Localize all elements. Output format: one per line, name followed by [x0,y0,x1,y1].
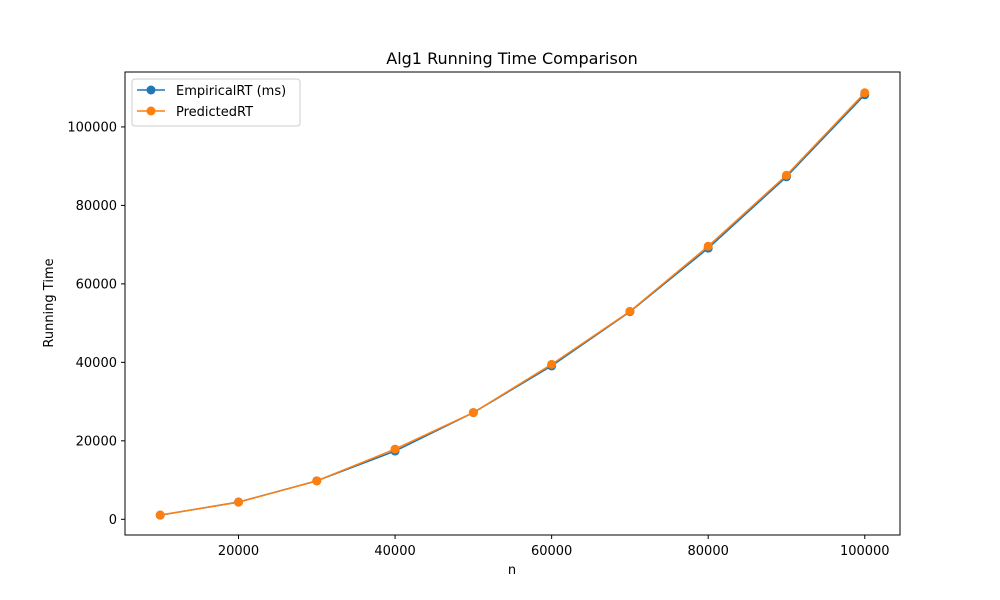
data-point [468,408,478,418]
legend-marker-empirical [146,85,156,95]
chart-title: Alg1 Running Time Comparison [386,49,638,68]
legend-marker-predicted [146,106,156,116]
y-axis-ticks: 0 20000 40000 60000 80000 100000 [67,120,125,528]
y-tick-label: 100000 [67,120,117,135]
y-tick-label: 0 [109,513,117,528]
y-tick-label: 60000 [76,277,117,292]
legend: EmpiricalRT (ms) PredictedRT [131,78,301,127]
data-point [155,510,165,520]
legend-label-predicted: PredictedRT [176,105,253,120]
legend-label-empirical: EmpiricalRT (ms) [176,84,286,99]
y-tick-label: 80000 [76,199,117,214]
x-axis-ticks: 20000 40000 60000 80000 100000 [218,535,890,559]
x-axis-label: n [508,563,516,578]
x-tick-label: 40000 [374,544,415,559]
plot-area: 20000 40000 60000 80000 100000 0 20000 40000 60… [67,71,901,559]
x-tick-label: 60000 [531,544,572,559]
y-tick-label: 40000 [76,356,117,371]
x-tick-label: 20000 [218,544,259,559]
x-tick-label: 100000 [840,544,890,559]
data-point [234,497,244,507]
data-point [625,306,635,316]
data-point [703,241,713,251]
axes-frame [124,71,901,536]
series-layer [155,88,870,520]
x-tick-label: 80000 [688,544,729,559]
data-point [781,170,791,180]
data-point [547,359,557,369]
y-axis-label: Running Time [42,258,57,347]
legend-box [131,78,301,127]
data-point [312,476,322,486]
y-tick-label: 20000 [76,434,117,449]
data-point [860,88,870,98]
series-line [160,92,866,516]
series-1 [155,88,870,520]
data-point [390,444,400,454]
